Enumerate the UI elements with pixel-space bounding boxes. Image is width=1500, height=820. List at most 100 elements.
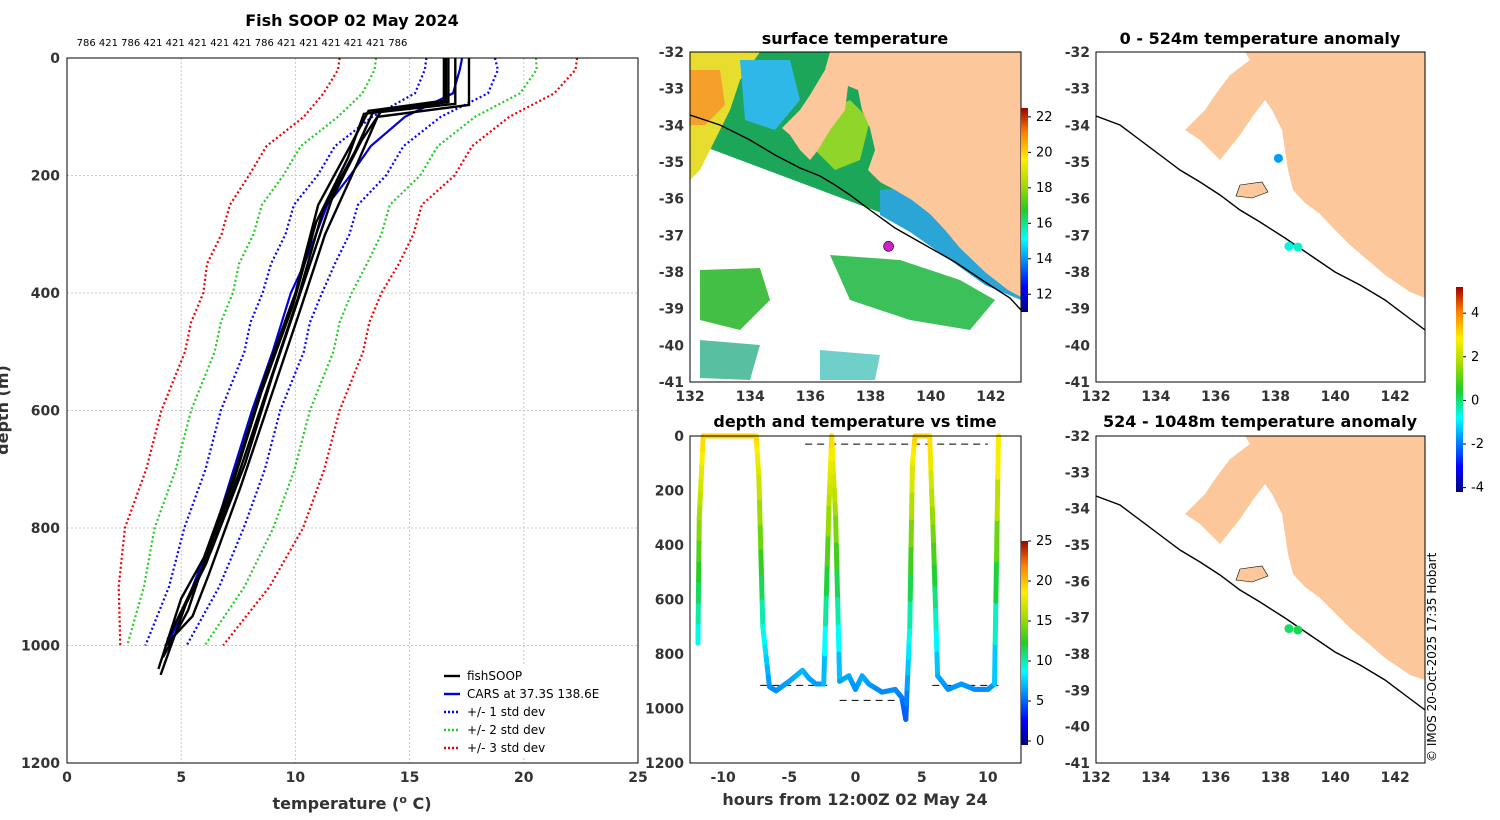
fishsoop-profile-line — [159, 58, 450, 676]
map-lat-tick-label: -34 — [1065, 502, 1091, 518]
map-lat-tick-label: -36 — [1065, 574, 1090, 590]
profile-y-ticks: 0 200 400 600 800 1000 1200 — [21, 51, 60, 772]
depth-time-segment — [934, 651, 941, 679]
map-lon-tick-label: 136 — [1201, 389, 1230, 405]
anomaly-colorbar — [1456, 287, 1463, 492]
depth-time-segment — [933, 607, 939, 635]
depth-time-segment — [833, 515, 839, 548]
depth-time-segment — [757, 524, 764, 555]
depth-time-segment — [756, 474, 763, 505]
sst-patch-a — [700, 268, 770, 330]
profile-y-tick-label: 1200 — [21, 756, 60, 772]
profile-x-ticks: 0 5 10 15 20 25 — [62, 770, 648, 786]
depth-time-segment — [928, 469, 935, 493]
fishsoop-series — [157, 58, 471, 676]
colorbar-tick-label: 0 — [1036, 734, 1044, 749]
sst-shelf-contour — [690, 114, 1021, 311]
std-dev-2-minus-line — [126, 57, 378, 646]
depth-time-y-tick-label: 600 — [655, 593, 684, 609]
profile-y-tick-label: 200 — [31, 169, 60, 185]
sst-west-hot — [690, 70, 725, 125]
colorbar-tick-label: 20 — [1036, 145, 1053, 160]
anomaly-lower-points — [1284, 624, 1303, 635]
map-lon-tick-label: 136 — [796, 389, 825, 405]
profile-x-tick-label: 0 — [62, 770, 72, 786]
anomaly-upper-geography — [1096, 52, 1425, 331]
depth-time-segment — [825, 501, 832, 537]
anomaly-lower-land — [1125, 436, 1425, 680]
sst-map-ticks: 132 134 136 138 140 142 -32 -33 -34 -35 -36 -37 -38 -… — [659, 45, 1006, 405]
map-lon-tick-label: 142 — [976, 389, 1005, 405]
map-lon-tick-label: 142 — [1380, 389, 1409, 405]
depth-time-x-tick-label: -10 — [710, 770, 736, 786]
map-lat-tick-label: -32 — [1065, 45, 1090, 61]
map-lon-tick-label: 140 — [1321, 389, 1350, 405]
depth-time-series — [695, 433, 1001, 722]
profile-x-tick-label: 10 — [286, 770, 306, 786]
map-lon-tick-label: 132 — [1081, 389, 1110, 405]
map-lat-tick-label: -36 — [1065, 192, 1090, 208]
depth-time-segment — [992, 640, 998, 687]
map-lon-tick-label: 140 — [916, 389, 945, 405]
map-lon-tick-label: 138 — [856, 389, 885, 405]
sst-map-panel: surface temperature 132 134 136 138 140 142 -3… — [659, 29, 1053, 405]
anomaly-map-upper-panel: 0 - 524m temperature anomaly 132 134 136 13… — [1065, 29, 1426, 405]
depth-time-segment — [822, 621, 828, 657]
depth-time-segment — [757, 499, 763, 530]
sst-cool-patch — [740, 60, 800, 130]
sst-land — [782, 52, 1021, 297]
map-lat-tick-label: -40 — [659, 338, 685, 354]
legend-label: fishSOOP — [467, 669, 522, 683]
depth-time-x-tick-label: 0 — [851, 770, 861, 786]
map-lat-tick-label: -40 — [1065, 338, 1091, 354]
map-lat-tick-label: -32 — [1065, 429, 1090, 445]
depth-time-colorbar — [1021, 541, 1028, 745]
profile-x-tick-label: 15 — [400, 770, 419, 786]
depth-time-y-tick-label: 1200 — [645, 756, 684, 772]
legend-label: +/- 3 std dev — [467, 741, 545, 755]
depth-time-segment — [759, 599, 766, 630]
map-lat-tick-label: -37 — [659, 228, 684, 244]
map-lat-tick-label: -34 — [659, 118, 685, 134]
colorbar-tick-label: -2 — [1471, 437, 1484, 452]
anomaly-upper-shelf-contour — [1096, 115, 1425, 331]
anomaly-point — [1293, 625, 1303, 635]
anomaly-upper-land — [1125, 52, 1425, 298]
map-lat-tick-label: -39 — [659, 302, 684, 318]
cars-series — [166, 57, 464, 646]
std-dev-1-plus-line — [185, 57, 500, 647]
anomaly-lower-frame — [1095, 435, 1426, 764]
map-lat-tick-label: -38 — [1065, 265, 1090, 281]
depth-time-segment — [994, 516, 1000, 563]
map-lat-tick-label: -33 — [659, 82, 684, 98]
depth-time-segment — [822, 591, 829, 627]
depth-time-y-tick-label: 1000 — [645, 702, 684, 718]
sst-colorbar-ticks: 12 14 16 18 20 22 — [1028, 110, 1053, 302]
map-lon-tick-label: 132 — [675, 389, 704, 405]
map-lat-tick-label: -35 — [659, 155, 684, 171]
map-lat-tick-label: -36 — [659, 192, 684, 208]
map-lat-tick-label: -41 — [1065, 375, 1090, 391]
map-lon-tick-label: 134 — [1141, 389, 1170, 405]
colorbar-tick-label: 15 — [1036, 614, 1053, 629]
std-dev-2-plus-line — [203, 57, 538, 647]
colorbar-tick-label: 18 — [1036, 181, 1053, 196]
map-lat-tick-label: -39 — [1065, 302, 1090, 318]
profile-grid — [67, 58, 638, 763]
depth-time-x-label: hours from 12:00Z 02 May 24 — [722, 790, 987, 809]
depth-time-segment — [903, 686, 910, 707]
depth-time-segment — [932, 586, 939, 613]
map-lat-tick-label: -32 — [659, 45, 684, 61]
colorbar-tick-label: 10 — [1036, 654, 1053, 669]
anomaly-lower-ticks: 132 134 136 138 140 142 -32 -33 -34 -35 -36 -37 -38 -… — [1065, 429, 1410, 786]
std-dev-1-minus-line — [144, 57, 428, 646]
colorbar-tick-label: 0 — [1471, 393, 1479, 408]
colorbar-tick-label: 2 — [1471, 350, 1479, 365]
std-dev-3-plus-line — [222, 57, 579, 647]
sst-field — [690, 52, 1021, 382]
profile-legend: fishSOOP CARS at 37.3S 138.6E +/- 1 std de… — [438, 666, 634, 758]
anomaly-upper-ticks: 132 134 136 138 140 142 -32 -33 -34 -35 -36 -37 -38 -… — [1065, 45, 1410, 405]
fishsoop-profile-line — [164, 58, 471, 647]
depth-time-segment — [927, 433, 933, 457]
